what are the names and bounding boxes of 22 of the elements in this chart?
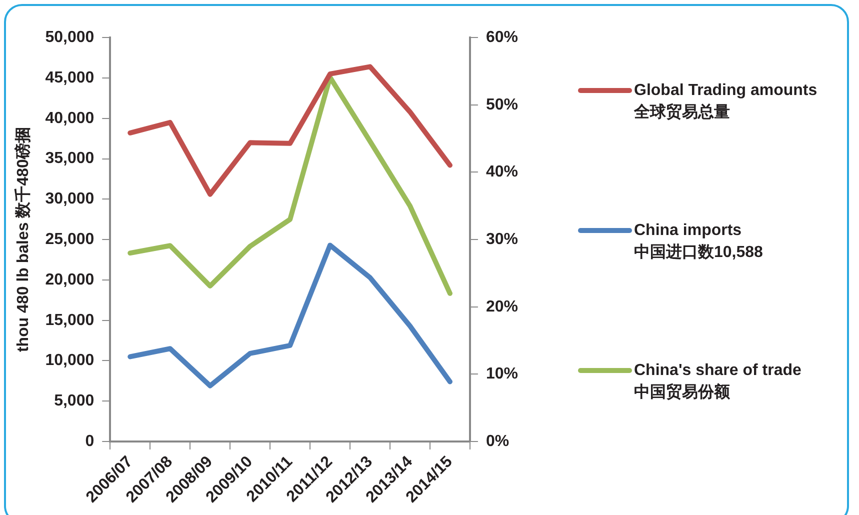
y-tick-label: 45,000 <box>45 69 94 86</box>
y-tick-label: 25,000 <box>45 230 94 248</box>
y2-tick-label: 40% <box>486 164 518 181</box>
y-tick-label: 35,000 <box>45 150 94 168</box>
legend-label: Global Trading amounts 全球贸易总量 <box>634 81 818 123</box>
y-tick-label: 30,000 <box>45 190 94 208</box>
y-tick-label: 5,000 <box>54 392 94 410</box>
y2-tick-label: 0% <box>486 432 510 450</box>
y2-tick-label: 10% <box>486 366 518 383</box>
legend-label: China's share of trade 中国贸易份额 <box>634 361 802 403</box>
y-tick-label: 15,000 <box>45 312 94 329</box>
y-tick-label: 20,000 <box>45 271 94 288</box>
y-tick-label: 40,000 <box>45 110 94 127</box>
y2-tick-label: 50% <box>486 96 518 114</box>
y2-tick-label: 20% <box>486 298 518 316</box>
y2-tick-label: 60% <box>486 29 518 46</box>
y-tick-label: 10,000 <box>45 352 94 370</box>
y-tick-label: 50,000 <box>45 29 94 46</box>
y-axis-title: thou 480 lb bales 数千480磅捆 <box>14 127 32 352</box>
y2-tick-label: 30% <box>486 230 518 248</box>
legend-label: China imports 中国进口数10,588 <box>634 221 763 263</box>
y-tick-label: 0 <box>85 432 94 450</box>
